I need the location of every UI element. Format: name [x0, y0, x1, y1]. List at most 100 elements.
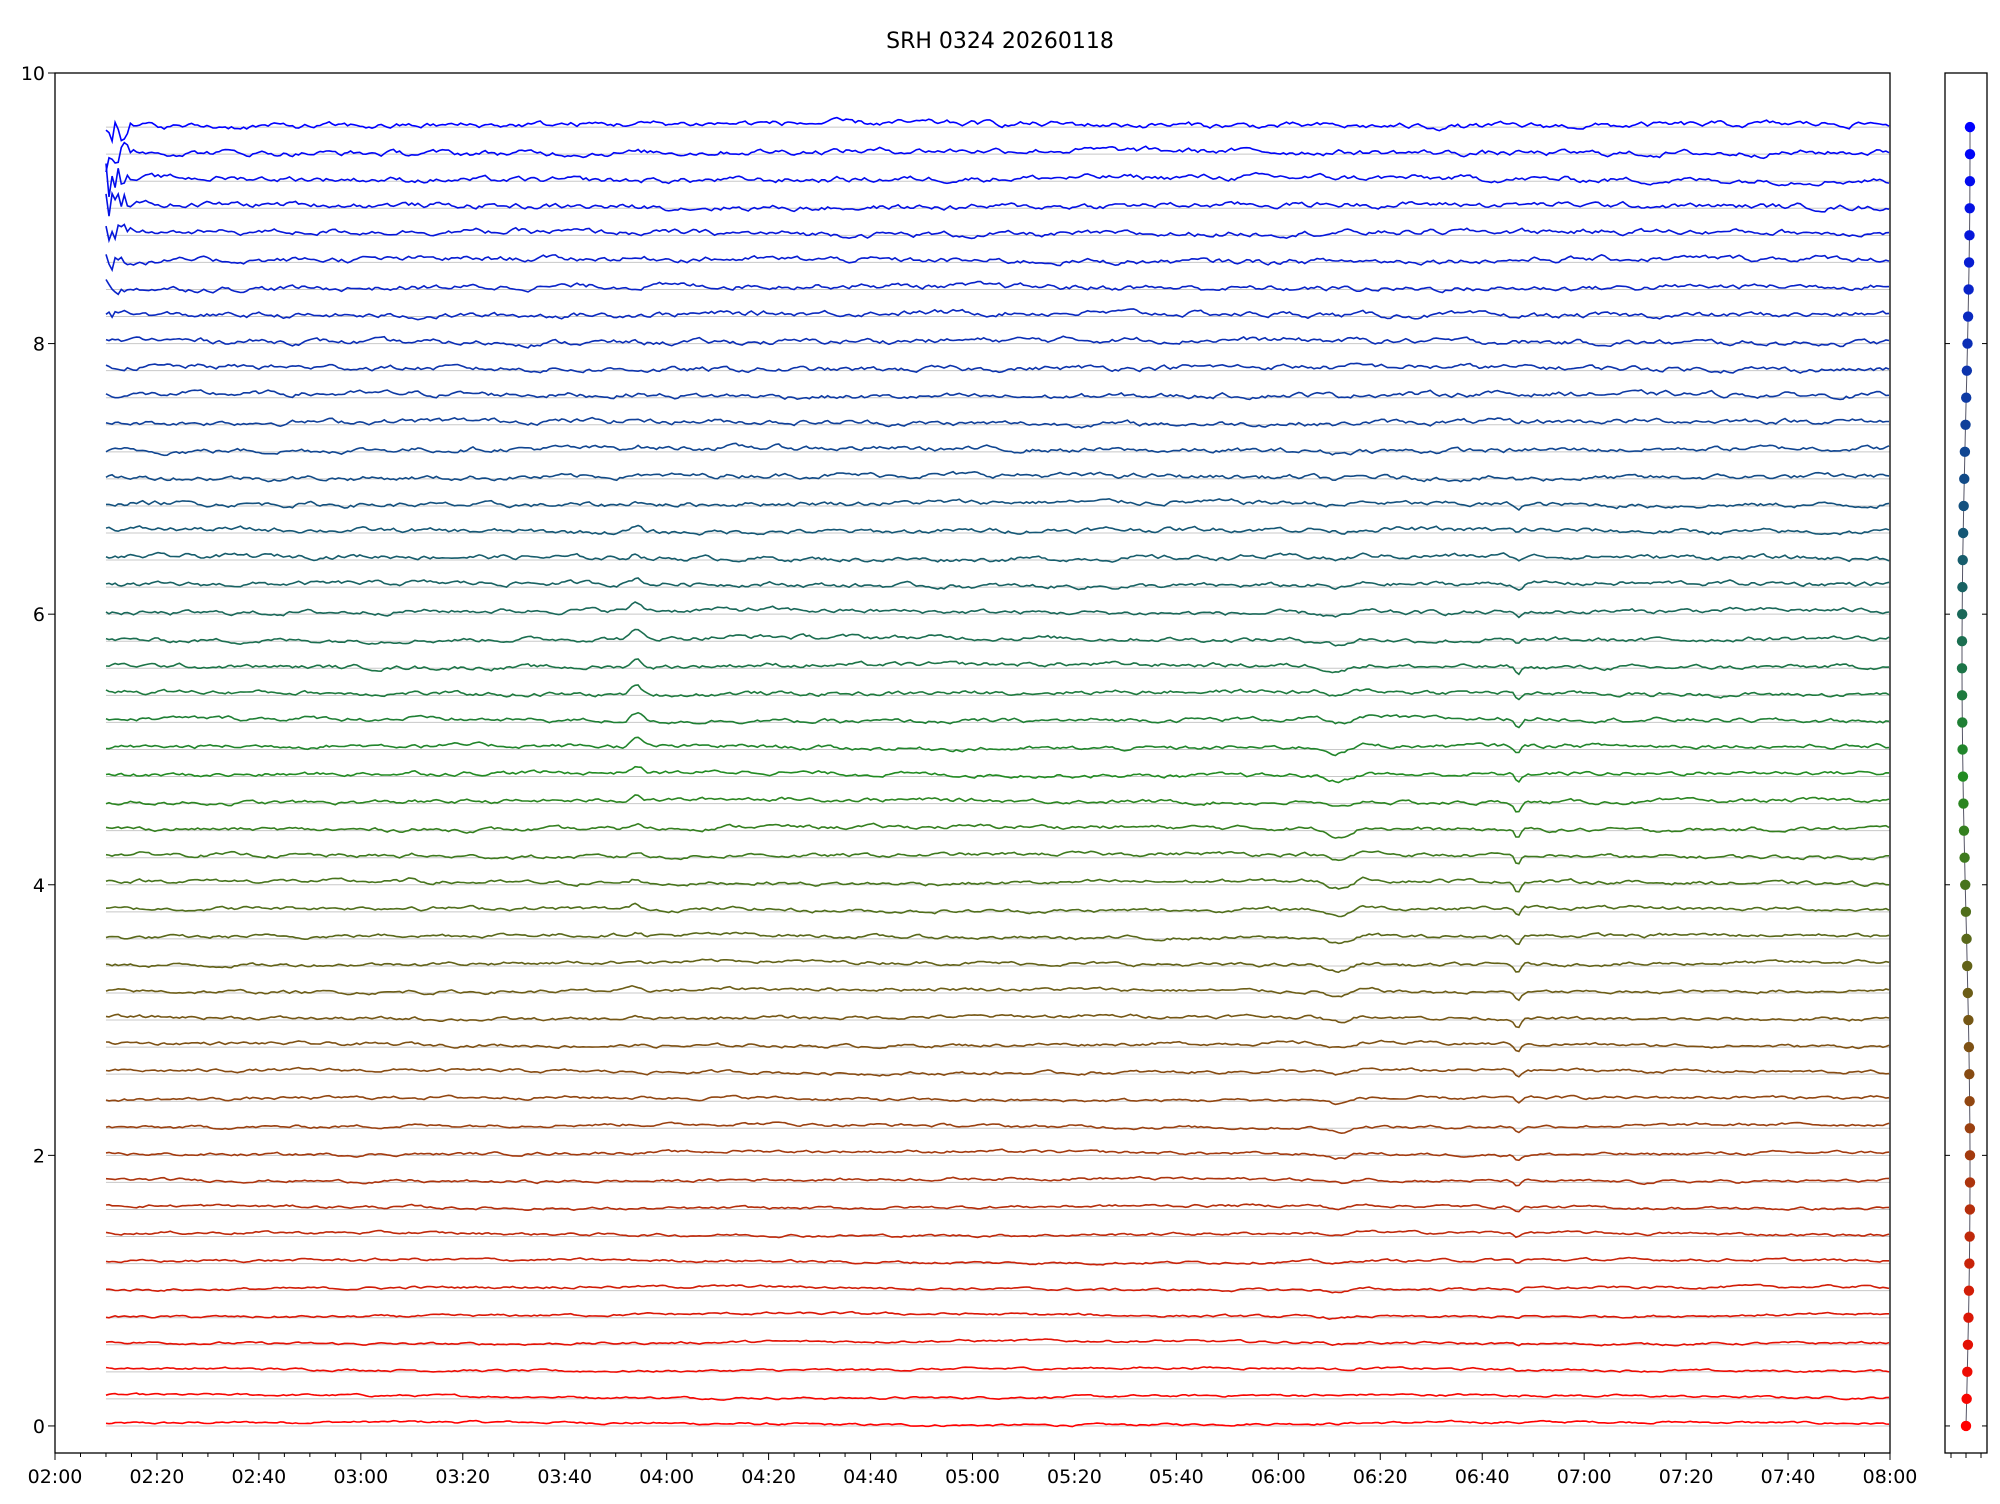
channel-trace	[105, 254, 1890, 273]
x-tick-label: 08:00	[1863, 1466, 1918, 1488]
channel-trace	[105, 931, 1890, 946]
y-tick-label: 4	[33, 875, 45, 897]
side-panel-marker	[1961, 1393, 1972, 1405]
y-tick-label: 8	[33, 334, 45, 356]
x-tick-label: 05:40	[1149, 1466, 1204, 1488]
channel-trace	[105, 711, 1890, 729]
side-panel-markers	[1956, 121, 1976, 1432]
x-tick-label: 03:40	[537, 1466, 592, 1488]
channel-trace	[105, 1283, 1890, 1294]
side-panel-marker	[1959, 446, 1971, 458]
channel-trace	[105, 1229, 1890, 1239]
channel-trace	[105, 822, 1890, 839]
channel-trace	[105, 335, 1890, 349]
side-panel-marker	[1964, 1150, 1976, 1161]
channel-trace	[105, 223, 1890, 244]
channel-trace	[105, 658, 1890, 676]
x-tick-label: 07:00	[1557, 1466, 1612, 1488]
channel-trace	[106, 497, 1890, 512]
side-panel-marker	[1963, 1041, 1975, 1053]
side-panel-marker	[1957, 581, 1968, 593]
channel-trace	[105, 1121, 1890, 1135]
side-panel-frame	[1944, 72, 1988, 1454]
x-tick-label: 06:40	[1455, 1466, 1510, 1488]
y-tick-label: 0	[33, 1416, 45, 1438]
channel-trace	[105, 1419, 1890, 1428]
channel-trace	[105, 794, 1890, 813]
side-panel-marker	[1964, 176, 1976, 187]
channel-trace	[105, 902, 1890, 918]
side-panel-marker	[1962, 311, 1974, 322]
side-panel-marker	[1962, 987, 1974, 999]
channel-trace	[105, 984, 1890, 1002]
chart-title: SRH 0324 20260118	[886, 29, 1114, 54]
side-panel-marker	[1960, 906, 1972, 918]
side-panel-marker	[1964, 1231, 1975, 1242]
x-tick-label: 07:20	[1659, 1466, 1714, 1488]
x-tick-label: 04:00	[639, 1466, 694, 1488]
side-panel-marker	[1960, 419, 1971, 430]
x-tick-label: 04:40	[843, 1466, 898, 1488]
side-panel-marker	[1959, 852, 1970, 863]
side-panel-marker	[1959, 473, 1970, 485]
channel-trace	[105, 1148, 1890, 1162]
channel-trace	[105, 1203, 1890, 1213]
x-tick-label: 06:20	[1353, 1466, 1408, 1488]
channel-trace	[105, 876, 1890, 893]
x-tick-label: 02:00	[28, 1466, 83, 1488]
side-panel-marker	[1958, 825, 1970, 836]
channel-trace	[105, 736, 1890, 757]
channel-trace	[105, 308, 1890, 321]
side-panel-marker	[1964, 1204, 1976, 1215]
side-panel-marker	[1962, 960, 1973, 972]
side-panel-marker	[1964, 1123, 1976, 1134]
side-panel-marker	[1961, 365, 1973, 376]
side-panel	[1944, 72, 1988, 1458]
side-panel-marker	[1963, 284, 1974, 295]
side-panel-marker	[1964, 1177, 1976, 1188]
channel-trace	[105, 163, 1890, 198]
channel-trace	[105, 1366, 1890, 1373]
side-panel-marker	[1960, 1420, 1972, 1432]
channel-trace	[105, 416, 1889, 429]
channel-trace	[105, 141, 1890, 173]
channel-trace	[105, 1066, 1890, 1078]
channel-trace	[105, 389, 1890, 401]
side-panel-marker	[1962, 1366, 1973, 1378]
channel-traces	[105, 116, 1890, 1428]
side-panel-marker	[1964, 1096, 1975, 1107]
side-panel-marker	[1964, 203, 1975, 214]
channel-trace	[105, 1256, 1889, 1266]
side-panel-marker	[1958, 500, 1969, 512]
x-tick-label: 05:00	[945, 1466, 1000, 1488]
side-panel-marker	[1962, 1339, 1974, 1350]
channel-trace	[105, 765, 1890, 784]
x-tick-label: 04:20	[741, 1466, 796, 1488]
channel-trace	[105, 850, 1889, 865]
channel-trace	[105, 524, 1890, 536]
x-axis: 02:00 02:20 02:40 03:00 03:20 03:40 04:00 04:20…	[28, 1453, 1918, 1488]
channel-trace	[105, 442, 1890, 457]
channel-trace	[105, 601, 1890, 619]
side-panel-marker	[1957, 717, 1968, 728]
channel-trace	[105, 362, 1890, 374]
y-tick-label: 6	[33, 604, 45, 626]
channel-trace	[105, 577, 1890, 591]
side-panel-marker	[1961, 933, 1972, 945]
x-tick-label: 06:00	[1251, 1466, 1306, 1488]
side-panel-marker	[1964, 121, 1976, 133]
y-tick-label: 10	[21, 63, 45, 85]
channel-trace	[105, 116, 1890, 145]
x-tick-label: 05:20	[1047, 1466, 1102, 1488]
side-panel-marker	[1960, 879, 1971, 890]
side-panel-marker	[1957, 527, 1969, 539]
side-panel-marker	[1957, 744, 1968, 755]
side-panel-marker	[1961, 392, 1972, 403]
side-panel-marker	[1964, 1258, 1975, 1269]
side-panel-marker	[1963, 1312, 1974, 1323]
side-panel-marker	[1963, 1285, 1975, 1296]
channel-trace	[105, 1013, 1890, 1029]
side-panel-marker	[1956, 690, 1968, 701]
